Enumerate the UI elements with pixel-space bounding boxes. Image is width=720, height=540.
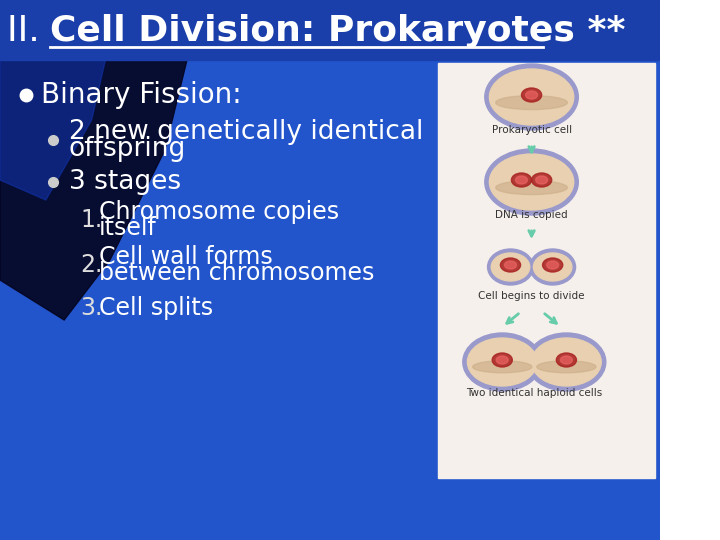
Ellipse shape	[537, 361, 596, 373]
Bar	[0, 0, 660, 60]
Text: Chromosome copies: Chromosome copies	[99, 200, 339, 224]
Text: Cell wall forms: Cell wall forms	[99, 245, 273, 269]
Ellipse shape	[536, 176, 548, 184]
Ellipse shape	[472, 361, 532, 373]
Ellipse shape	[496, 356, 508, 364]
Bar	[438, 63, 655, 478]
Text: 3.: 3.	[81, 296, 103, 320]
Text: Two identical haploid cells: Two identical haploid cells	[466, 388, 603, 398]
Ellipse shape	[557, 353, 577, 367]
Text: offspring: offspring	[68, 136, 186, 162]
Ellipse shape	[500, 258, 521, 272]
Ellipse shape	[496, 180, 567, 194]
Text: 1.: 1.	[81, 208, 103, 232]
Ellipse shape	[530, 249, 575, 285]
Text: Cell begins to divide: Cell begins to divide	[478, 291, 585, 301]
Ellipse shape	[526, 91, 538, 99]
Ellipse shape	[485, 64, 578, 130]
Ellipse shape	[463, 333, 541, 391]
Text: Prokaryotic cell: Prokaryotic cell	[492, 125, 572, 135]
Text: 2 new genetically identical: 2 new genetically identical	[68, 119, 423, 145]
Ellipse shape	[527, 333, 606, 391]
Text: Cell Division: Prokaryotes **: Cell Division: Prokaryotes **	[50, 14, 626, 48]
Ellipse shape	[490, 69, 574, 125]
Ellipse shape	[467, 338, 537, 386]
Text: 3 stages: 3 stages	[68, 169, 181, 195]
Ellipse shape	[505, 261, 516, 269]
Ellipse shape	[487, 249, 534, 285]
Ellipse shape	[511, 173, 531, 187]
Text: 2.: 2.	[81, 253, 103, 277]
Text: DNA is copied: DNA is copied	[495, 210, 568, 220]
Text: II.: II.	[7, 14, 52, 48]
Ellipse shape	[490, 154, 574, 210]
Polygon shape	[0, 0, 119, 200]
Polygon shape	[0, 0, 202, 320]
Ellipse shape	[521, 88, 541, 102]
Ellipse shape	[531, 173, 552, 187]
Ellipse shape	[491, 253, 530, 281]
Text: itself: itself	[99, 216, 157, 240]
Text: between chromosomes: between chromosomes	[99, 261, 374, 285]
Ellipse shape	[546, 261, 559, 269]
Ellipse shape	[531, 338, 601, 386]
Text: Cell splits: Cell splits	[99, 296, 213, 320]
Ellipse shape	[492, 353, 513, 367]
Ellipse shape	[534, 253, 572, 281]
Ellipse shape	[516, 176, 528, 184]
Ellipse shape	[543, 258, 563, 272]
Ellipse shape	[496, 96, 567, 110]
Text: Binary Fission:: Binary Fission:	[41, 81, 242, 109]
Ellipse shape	[485, 149, 578, 215]
Ellipse shape	[560, 356, 572, 364]
